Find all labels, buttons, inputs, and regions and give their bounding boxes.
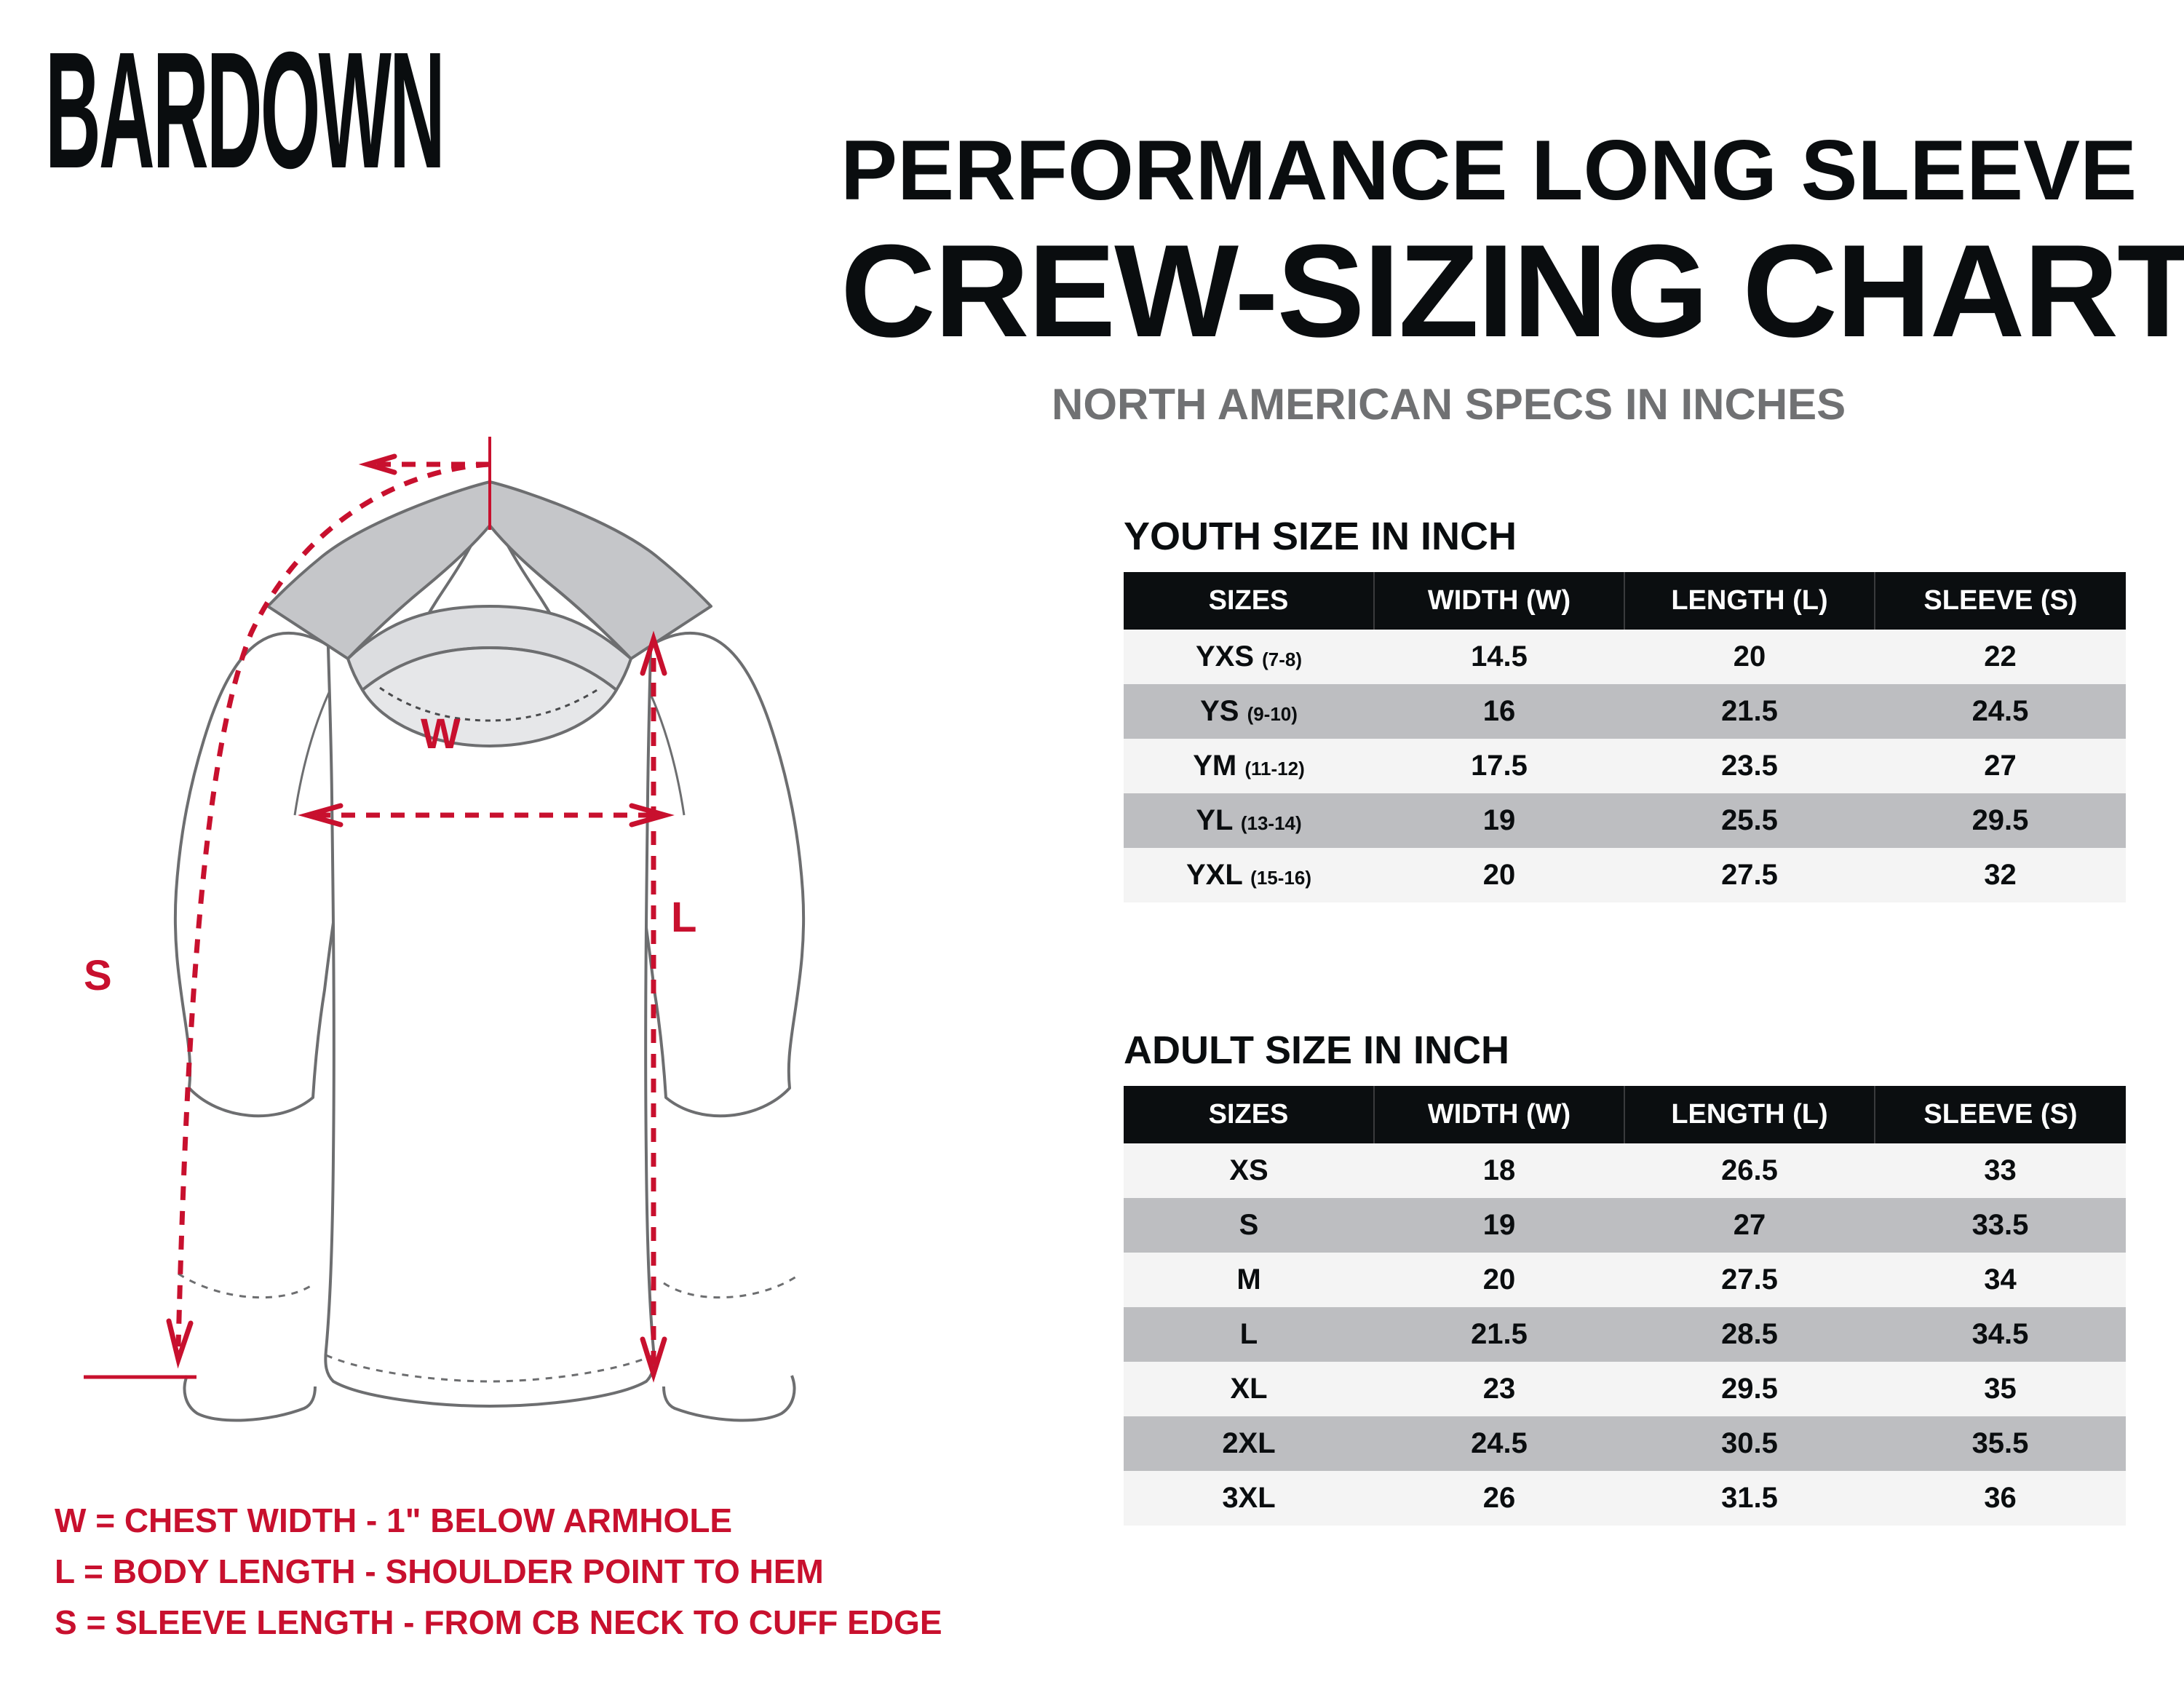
- svg-text:W: W: [421, 710, 461, 758]
- svg-text:L: L: [671, 894, 696, 941]
- svg-text:S: S: [84, 952, 112, 999]
